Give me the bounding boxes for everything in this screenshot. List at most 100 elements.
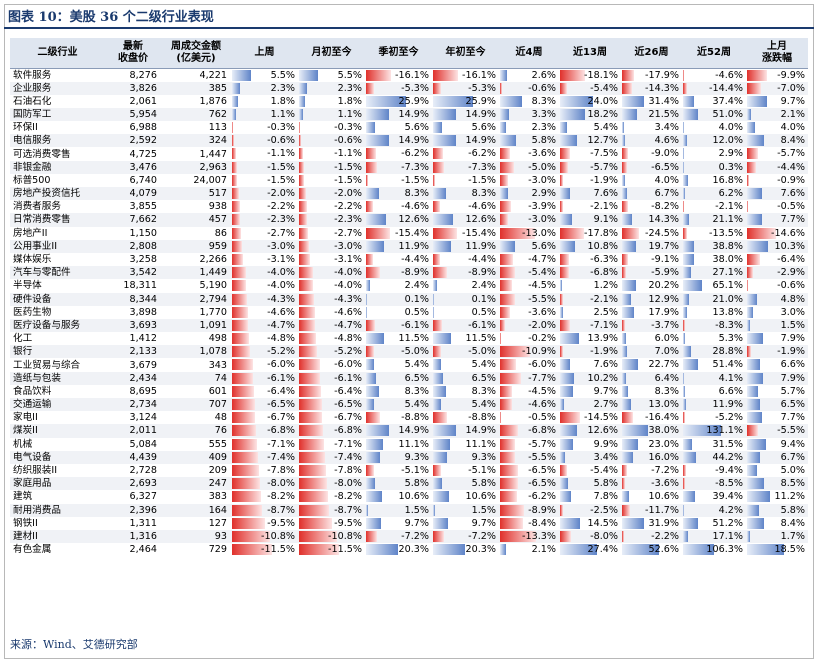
positive-bar	[366, 425, 390, 437]
performance-cell: -5.5%	[746, 424, 808, 438]
performance-cell: -8.9%	[365, 266, 432, 280]
performance-cell: -6.8%	[559, 266, 621, 280]
positive-bar	[683, 425, 722, 437]
performance-cell: 7.0%	[621, 345, 682, 359]
performance-value: -7.4%	[267, 451, 295, 463]
table-row: 日常消费零售 7,662 457 -2.3% -2.3% 12.6% 12.6% -3.0% 9…	[10, 213, 808, 227]
negative-bar	[560, 504, 564, 516]
performance-value: -1.1%	[267, 148, 295, 160]
performance-value: -13.0%	[522, 227, 556, 239]
performance-cell: 14.9%	[365, 424, 432, 438]
performance-value: 4.0%	[780, 122, 805, 134]
performance-cell: 11.5%	[365, 332, 432, 345]
industry-name: 消费者服务	[13, 201, 61, 213]
performance-value: 6.2%	[718, 188, 743, 199]
performance-cell: 17.9%	[621, 306, 682, 319]
negative-bar	[500, 293, 515, 305]
negative-bar	[232, 451, 258, 463]
performance-value: 3.4%	[593, 451, 618, 463]
performance-value: -4.0%	[334, 267, 362, 279]
performance-value: 1.7%	[780, 530, 805, 542]
performance-cell: 5.7%	[746, 385, 808, 398]
performance-cell: -18.1%	[559, 68, 621, 82]
table-row: 房地产投资信托 4,079 517 -2.0% -2.0% 8.3% 8.3% 2.9% 7.6…	[10, 187, 808, 201]
performance-cell: 12.7%	[559, 134, 621, 148]
performance-cell: 24.0%	[559, 95, 621, 108]
performance-value: -4.6%	[468, 201, 496, 213]
numeric-cell: 1,311	[129, 517, 157, 529]
performance-value: -9.4%	[715, 464, 743, 476]
performance-cell: -16.1%	[365, 68, 432, 82]
performance-cell: 14.5%	[559, 517, 621, 530]
numeric-cell: 2,464	[129, 544, 157, 556]
negative-bar	[500, 425, 519, 437]
performance-cell: -5.2%	[231, 345, 298, 359]
positive-bar	[622, 359, 638, 371]
numeric-cell: 938	[208, 201, 227, 213]
performance-value: -5.4%	[590, 82, 618, 94]
positive-bar	[366, 306, 368, 318]
performance-value: -14.5%	[584, 412, 618, 424]
performance-value: 20.3%	[398, 544, 429, 556]
performance-cell: 14.9%	[432, 107, 499, 122]
performance-cell: -3.6%	[621, 477, 682, 491]
negative-bar	[299, 359, 320, 371]
performance-value: 5.8%	[404, 478, 429, 490]
performance-cell: 9.7%	[746, 95, 808, 108]
performance-value: -0.6%	[777, 280, 805, 292]
numeric-cell: 4,079	[105, 187, 161, 201]
performance-cell: 3.4%	[559, 450, 621, 464]
negative-bar	[299, 478, 327, 490]
performance-cell: -7.2%	[621, 464, 682, 477]
negative-bar	[232, 293, 248, 305]
performance-cell: 2.1%	[746, 107, 808, 122]
positive-bar	[747, 359, 761, 371]
performance-value: 0.1%	[404, 293, 429, 305]
performance-value: -5.1%	[468, 464, 496, 476]
negative-bar	[560, 412, 580, 424]
performance-value: 2.5%	[593, 306, 618, 318]
negative-bar	[500, 319, 506, 331]
performance-cell: -5.4%	[499, 266, 559, 280]
negative-bar	[232, 161, 238, 173]
performance-cell: -6.1%	[432, 318, 499, 333]
performance-cell: 65.1%	[682, 279, 746, 292]
industry-name: 标普500	[13, 174, 51, 186]
performance-cell: 6.4%	[621, 371, 682, 385]
positive-bar	[683, 385, 685, 397]
performance-cell: 7.6%	[559, 187, 621, 201]
performance-cell: 5.4%	[365, 358, 432, 371]
positive-bar	[747, 372, 763, 384]
performance-value: 52.6%	[648, 544, 679, 556]
performance-value: 4.0%	[654, 174, 679, 186]
performance-cell: -2.7%	[298, 227, 365, 240]
performance-value: -8.4%	[528, 517, 556, 529]
performance-value: -6.7%	[267, 412, 295, 424]
table-row: 医疗设备与服务 3,693 1,091 -4.7% -4.7% -6.1% -6.1% -2.…	[10, 318, 808, 333]
performance-value: -4.6%	[528, 399, 556, 410]
performance-cell: 1.5%	[432, 503, 499, 517]
performance-value: -1.5%	[334, 174, 362, 186]
positive-bar	[500, 69, 508, 81]
table-row: 交通运输 2,734 707 -6.5% -6.5% 5.4% 5.4% -4.6% 2.7% 1…	[10, 398, 808, 412]
performance-cell: 25.9%	[365, 95, 432, 108]
performance-value: -2.1%	[715, 201, 743, 213]
performance-value: -3.0%	[334, 240, 362, 252]
performance-value: -10.9%	[522, 346, 556, 358]
performance-cell: -3.0%	[298, 239, 365, 253]
negative-bar	[366, 148, 376, 160]
performance-cell: -7.3%	[365, 160, 432, 174]
performance-cell: -3.0%	[499, 213, 559, 227]
performance-value: -8.2%	[334, 491, 362, 503]
negative-bar	[366, 346, 374, 358]
performance-value: -2.7%	[334, 227, 362, 239]
performance-value: 7.7%	[780, 412, 805, 424]
positive-bar	[433, 135, 457, 147]
negative-bar	[299, 293, 315, 305]
performance-cell: 51.2%	[682, 517, 746, 530]
performance-cell: -9.1%	[621, 253, 682, 266]
performance-value: 8.3%	[471, 385, 496, 397]
performance-cell: -0.6%	[231, 134, 298, 148]
performance-cell: 23.0%	[621, 438, 682, 451]
negative-bar	[232, 227, 242, 239]
